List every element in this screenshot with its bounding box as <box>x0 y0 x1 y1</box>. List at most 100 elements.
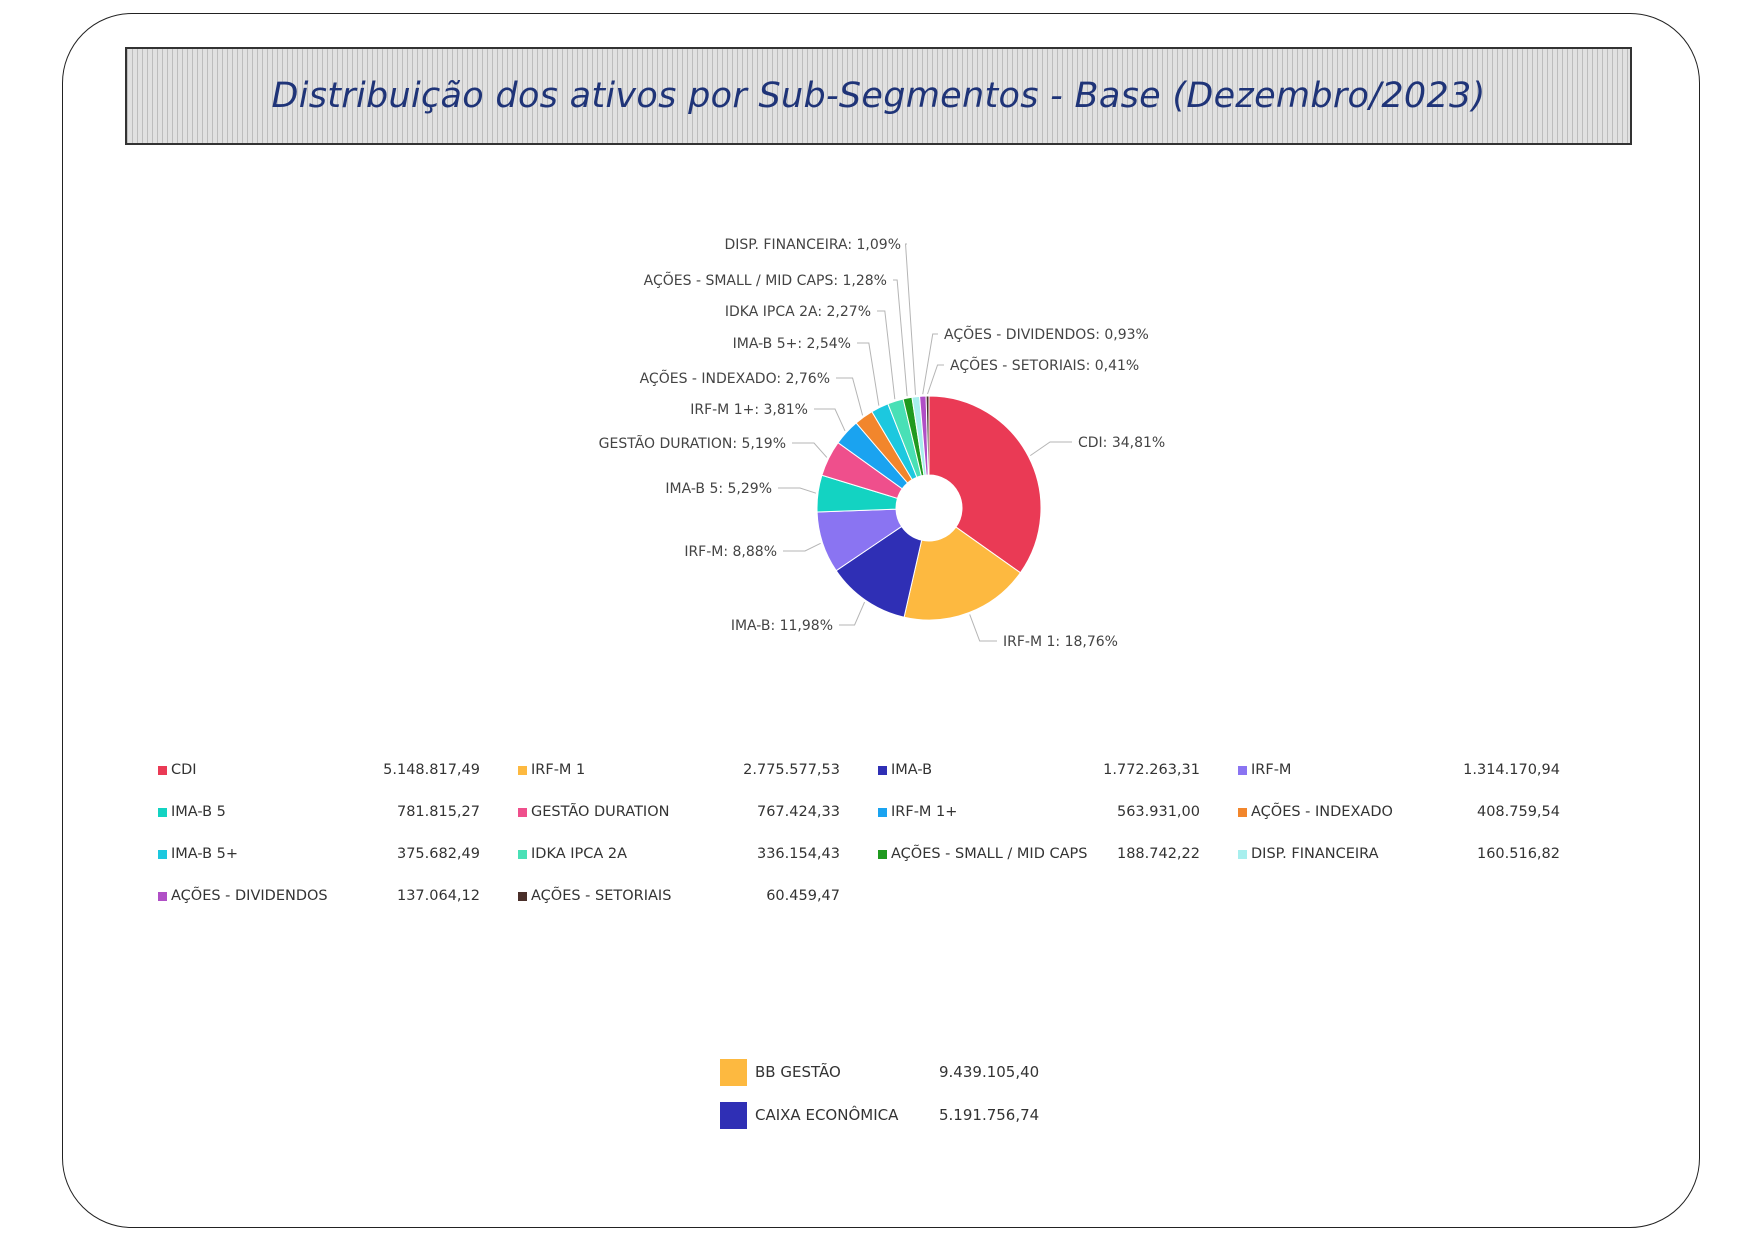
data-label: IRF-M 1: 18,76% <box>1003 634 1118 650</box>
legend-swatch <box>518 891 527 901</box>
pie-slice-irf-m-1 <box>903 526 1022 621</box>
legend-item: IRF-M 1.314.170,94 <box>1238 759 1598 781</box>
legend-label: IRF-M 1+ <box>891 804 958 820</box>
leader-line <box>922 333 938 395</box>
pie-slice-a-es-setoriais <box>925 395 930 476</box>
legend-swatch <box>878 807 887 817</box>
legend-label: AÇÕES - SMALL / MID CAPS <box>891 846 1088 862</box>
data-label: IDKA IPCA 2A: 2,27% <box>725 304 871 320</box>
chart-legend: CDI 5.148.817,49 IRF-M 1 2.775.577,53 IMA-B 1… <box>158 759 1578 907</box>
leader-line <box>893 279 908 397</box>
legend-value: 767.424,33 <box>756 804 840 820</box>
legend-swatch <box>878 849 887 859</box>
legend-value: 375.682,49 <box>396 846 480 862</box>
legend-label: IRF-M <box>1251 762 1292 778</box>
legend-swatch <box>518 807 527 817</box>
legend-value: 160.516,82 <box>1476 846 1560 862</box>
legend-label: AÇÕES - INDEXADO <box>1251 804 1393 820</box>
data-label: IMA-B: 11,98% <box>731 618 833 634</box>
leader-line <box>814 408 846 432</box>
data-label: IRF-M 1+: 3,81% <box>690 402 808 418</box>
legend-item: IMA-B 1.772.263,31 <box>878 759 1238 781</box>
data-label: IRF-M: 8,88% <box>684 544 777 560</box>
chart-title: Distribuição dos ativos por Sub-Segmento… <box>271 76 1486 116</box>
legend-value: 137.064,12 <box>396 888 480 904</box>
data-label: IMA-B 5+: 2,54% <box>733 336 851 352</box>
total-row: CAIXA ECONÔMICA 5.191.756,74 <box>720 1100 1039 1130</box>
leader-line <box>778 487 817 494</box>
legend-item: IMA-B 5+ 375.682,49 <box>158 843 518 865</box>
legend-value: 1.314.170,94 <box>1463 762 1560 778</box>
data-label: AÇÕES - DIVIDENDOS: 0,93% <box>944 326 1149 343</box>
legend-label: GESTÃO DURATION <box>531 804 670 820</box>
legend-value: 781.815,27 <box>396 804 480 820</box>
total-value: 5.191.756,74 <box>939 1106 1040 1124</box>
total-label: BB GESTÃO <box>755 1063 841 1081</box>
total-row: BB GESTÃO 9.439.105,40 <box>720 1057 1039 1087</box>
total-value: 9.439.105,40 <box>939 1063 1040 1081</box>
legend-swatch <box>518 765 527 775</box>
legend-label: IMA-B 5 <box>171 804 226 820</box>
data-label: AÇÕES - INDEXADO: 2,76% <box>640 370 830 387</box>
pie-slice-cdi <box>928 395 1042 574</box>
leader-line <box>836 377 864 416</box>
total-swatch <box>720 1058 747 1086</box>
legend-item: IDKA IPCA 2A 336.154,43 <box>518 843 878 865</box>
leader-line <box>857 342 880 406</box>
institution-totals: BB GESTÃO 9.439.105,40 CAIXA ECONÔMICA 5.19… <box>720 1057 1039 1143</box>
legend-swatch <box>518 849 527 859</box>
leader-line <box>792 442 828 458</box>
leader-line <box>904 243 917 395</box>
legend-item: CDI 5.148.817,49 <box>158 759 518 781</box>
leader-line <box>839 601 866 626</box>
leader-line <box>969 614 997 642</box>
leader-line <box>1029 441 1072 457</box>
legend-value: 60.459,47 <box>766 888 840 904</box>
legend-item: AÇÕES - SETORIAIS 60.459,47 <box>518 885 878 907</box>
legend-item: GESTÃO DURATION 767.424,33 <box>518 801 878 823</box>
legend-swatch <box>158 807 167 817</box>
legend-item: IRF-M 1 2.775.577,53 <box>518 759 878 781</box>
legend-value: 563.931,00 <box>1116 804 1200 820</box>
legend-value: 1.772.263,31 <box>1103 762 1200 778</box>
legend-label: AÇÕES - SETORIAIS <box>531 888 672 904</box>
title-banner: Distribuição dos ativos por Sub-Segmento… <box>125 47 1632 145</box>
legend-swatch <box>158 849 167 859</box>
legend-swatch <box>158 891 167 901</box>
legend-label: DISP. FINANCEIRA <box>1251 846 1379 862</box>
slide-frame <box>62 13 1700 1228</box>
legend-label: IMA-B <box>891 762 933 778</box>
legend-label: IMA-B 5+ <box>171 846 239 862</box>
leader-line <box>877 310 896 400</box>
legend-item: AÇÕES - SMALL / MID CAPS 188.742,22 <box>878 843 1238 865</box>
legend-swatch <box>1238 849 1247 859</box>
legend-item: AÇÕES - DIVIDENDOS 137.064,12 <box>158 885 518 907</box>
legend-item: IRF-M 1+ 563.931,00 <box>878 801 1238 823</box>
data-label: IMA-B 5: 5,29% <box>665 481 772 497</box>
legend-swatch <box>1238 807 1247 817</box>
leader-line <box>783 542 821 552</box>
data-label: CDI: 34,81% <box>1078 435 1165 451</box>
data-label: AÇÕES - SMALL / MID CAPS: 1,28% <box>644 272 887 289</box>
leader-line <box>927 364 944 395</box>
legend-value: 5.148.817,49 <box>383 762 480 778</box>
total-label: CAIXA ECONÔMICA <box>755 1106 899 1124</box>
data-label: AÇÕES - SETORIAIS: 0,41% <box>950 357 1139 374</box>
legend-label: IRF-M 1 <box>531 762 586 778</box>
legend-value: 188.742,22 <box>1116 846 1200 862</box>
data-label: GESTÃO DURATION: 5,19% <box>599 435 786 452</box>
legend-label: IDKA IPCA 2A <box>531 846 628 862</box>
legend-label: CDI <box>171 762 197 778</box>
legend-item: DISP. FINANCEIRA 160.516,82 <box>1238 843 1598 865</box>
legend-value: 2.775.577,53 <box>743 762 840 778</box>
legend-value: 408.759,54 <box>1476 804 1560 820</box>
legend-swatch <box>878 765 887 775</box>
total-swatch <box>720 1101 747 1129</box>
legend-swatch <box>158 765 167 775</box>
legend-item: IMA-B 5 781.815,27 <box>158 801 518 823</box>
legend-value: 336.154,43 <box>756 846 840 862</box>
legend-item: AÇÕES - INDEXADO 408.759,54 <box>1238 801 1598 823</box>
data-label: DISP. FINANCEIRA: 1,09% <box>724 237 901 253</box>
legend-label: AÇÕES - DIVIDENDOS <box>171 888 328 904</box>
